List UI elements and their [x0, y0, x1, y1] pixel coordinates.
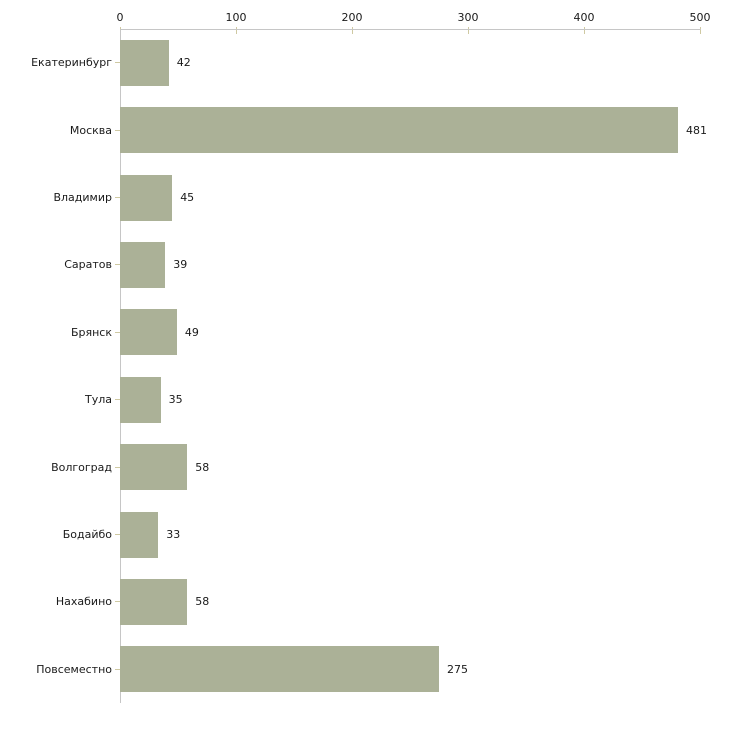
x-axis: 0 100 200 300 400 500	[116, 0, 711, 34]
bar	[120, 309, 177, 356]
value-label: 33	[166, 528, 181, 542]
bar-track: 58	[120, 568, 730, 635]
value-label: 39	[173, 258, 188, 272]
bar-track: 39	[120, 231, 730, 298]
category-label: Москва	[69, 123, 112, 137]
category-label: Бодайбо	[62, 528, 112, 542]
category-label: Саратов	[64, 258, 112, 272]
bar	[120, 578, 188, 625]
value-label: 58	[195, 460, 210, 474]
x-axis-tick-mark	[584, 27, 585, 34]
bar-track: 45	[120, 164, 730, 231]
bar-row: Брянск 49	[0, 299, 730, 366]
category-label: Нахабино	[55, 595, 112, 609]
category-label: Екатеринбург	[31, 56, 112, 70]
y-axis-tick-mark	[115, 129, 120, 131]
y-axis-line	[120, 29, 121, 703]
x-axis-tick-mark	[468, 27, 469, 34]
bar-track: 481	[120, 96, 730, 163]
bar-row: Владимир 45	[0, 164, 730, 231]
plot-area: Екатеринбург 42 Москва 481 Владимир 45 Саратов…	[0, 29, 730, 703]
y-axis-tick-mark	[115, 534, 120, 536]
x-axis-tick-mark	[700, 27, 701, 34]
value-label: 49	[184, 325, 199, 339]
bar	[120, 107, 678, 154]
x-axis-tick-label: 100	[225, 11, 247, 24]
bar-track: 58	[120, 433, 730, 500]
bar-row: Нахабино 58	[0, 568, 730, 635]
y-axis-tick-mark	[115, 668, 120, 670]
bar-track: 33	[120, 501, 730, 568]
x-axis-tick-label: 400	[573, 11, 595, 24]
value-label: 42	[176, 56, 191, 70]
bar-row: Тула 35	[0, 366, 730, 433]
bar	[120, 39, 169, 86]
category-label: Тула	[84, 393, 112, 407]
x-axis-tick-label: 500	[689, 11, 711, 24]
bar-row: Екатеринбург 42	[0, 29, 730, 96]
x-axis-line	[120, 29, 701, 30]
x-axis-tick-label: 300	[457, 11, 479, 24]
x-axis-tick-mark	[352, 27, 353, 34]
bar	[120, 511, 159, 558]
y-axis-tick-mark	[115, 197, 120, 199]
y-axis-tick-mark	[115, 466, 120, 468]
category-label: Владимир	[53, 191, 112, 205]
bar-track: 275	[120, 636, 730, 703]
value-label: 481	[685, 123, 707, 137]
bar-track: 42	[120, 29, 730, 96]
value-label: 35	[168, 393, 183, 407]
bar-row: Повсеместно 275	[0, 636, 730, 703]
bar-row: Бодайбо 33	[0, 501, 730, 568]
category-label: Волгоград	[51, 460, 112, 474]
y-axis-tick-mark	[115, 601, 120, 603]
bar-row: Москва 481	[0, 96, 730, 163]
bar-row: Саратов 39	[0, 231, 730, 298]
bar	[120, 241, 166, 288]
y-axis-tick-mark	[115, 62, 120, 64]
category-label: Брянск	[70, 325, 112, 339]
bar	[120, 376, 161, 423]
y-axis-tick-mark	[115, 399, 120, 401]
category-label: Повсеместно	[36, 662, 112, 676]
bar	[120, 174, 173, 221]
value-label: 275	[447, 662, 468, 676]
bar-track: 35	[120, 366, 730, 433]
x-axis-tick-label: 200	[341, 11, 363, 24]
y-axis-tick-mark	[115, 331, 120, 333]
y-axis-tick-mark	[115, 264, 120, 266]
bar	[120, 444, 188, 491]
bar-row: Волгоград 58	[0, 433, 730, 500]
value-label: 58	[195, 595, 210, 609]
x-axis-tick-mark	[236, 27, 237, 34]
x-axis-tick-label: 0	[116, 11, 124, 24]
bar	[120, 646, 439, 693]
value-label: 45	[180, 191, 195, 205]
bar-track: 49	[120, 299, 730, 366]
